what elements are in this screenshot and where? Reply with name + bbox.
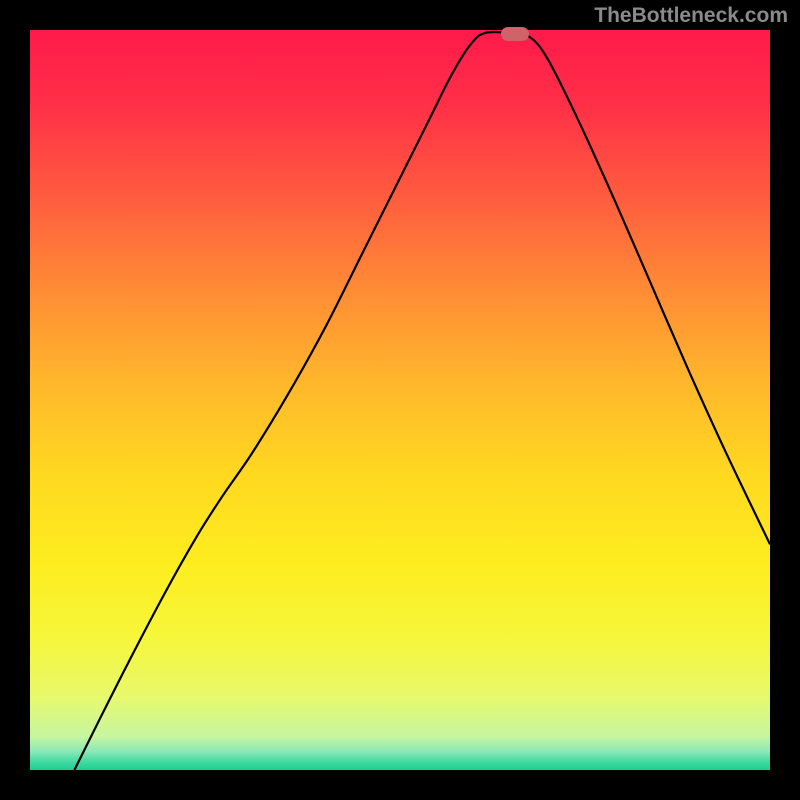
chart-container: { "watermark": { "text": "TheBottleneck.…: [0, 0, 800, 800]
watermark-text: TheBottleneck.com: [594, 4, 788, 28]
curve-path: [74, 32, 770, 770]
optimal-marker: [501, 27, 529, 41]
plot-area: [30, 30, 770, 770]
bottleneck-curve: [30, 30, 770, 770]
